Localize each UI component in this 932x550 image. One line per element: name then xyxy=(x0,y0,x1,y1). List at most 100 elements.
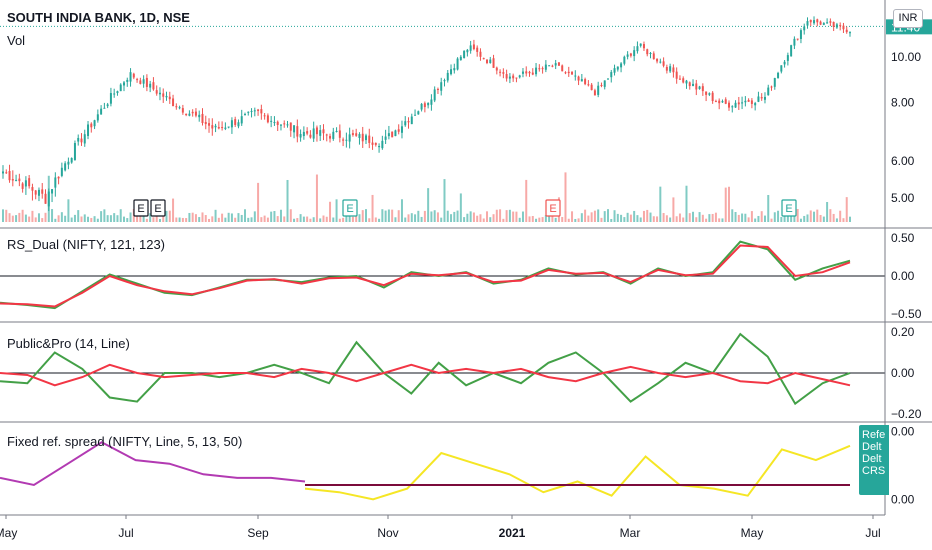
volume-bars xyxy=(2,172,851,222)
volume-bar xyxy=(54,218,57,222)
candle-body xyxy=(502,72,505,74)
legend-tag-line: Refe xyxy=(862,429,886,441)
public-pro-series-line xyxy=(0,332,851,406)
candle-body xyxy=(708,93,711,95)
candle-body xyxy=(315,127,318,135)
volume-bar xyxy=(472,212,475,222)
candle-body xyxy=(538,68,541,70)
volume-bar xyxy=(760,211,763,222)
volume-bar xyxy=(835,218,838,222)
candle-body xyxy=(796,38,799,40)
rs-dual-tick-label: 0.50 xyxy=(891,231,915,245)
candle-body xyxy=(436,88,439,90)
candle-body xyxy=(293,125,296,133)
candle-body xyxy=(652,53,655,60)
currency-badge[interactable]: INR xyxy=(893,9,923,28)
candle-body xyxy=(486,59,488,64)
candle-body xyxy=(665,67,668,71)
candle-body xyxy=(580,79,583,82)
earnings-marker-label: E xyxy=(549,203,556,215)
candle-body xyxy=(129,72,132,82)
volume-bar xyxy=(479,214,482,222)
volume-bar xyxy=(109,215,112,222)
candle-body xyxy=(221,127,224,129)
volume-bar xyxy=(335,199,338,222)
volume-bar xyxy=(564,172,567,222)
volume-label: Vol xyxy=(7,33,26,48)
volume-bar xyxy=(371,194,374,222)
volume-bar xyxy=(531,215,534,222)
candle-body xyxy=(194,111,197,116)
candle-body xyxy=(427,102,430,106)
volume-bar xyxy=(544,215,547,222)
volume-bar xyxy=(345,214,348,222)
x-tick-label: Sep xyxy=(247,526,269,540)
candle-body xyxy=(571,72,574,75)
candle-body xyxy=(639,43,642,46)
volume-bar xyxy=(28,216,31,222)
candle-body xyxy=(198,114,201,118)
candle-body xyxy=(15,179,18,181)
candle-body xyxy=(786,55,789,61)
fixed-spread-title: Fixed ref. spread (NIFTY, Line, 5, 13, 5… xyxy=(7,434,243,449)
volume-bar xyxy=(129,212,132,222)
candle-body xyxy=(188,113,191,116)
volume-bar xyxy=(541,217,544,222)
volume-bar xyxy=(646,209,649,222)
candle-body xyxy=(466,49,469,53)
candle-body xyxy=(276,121,279,125)
candle-body xyxy=(584,79,587,85)
candle-body xyxy=(119,84,122,92)
volume-bar xyxy=(378,218,381,222)
candle-body xyxy=(750,100,753,104)
candle-body xyxy=(87,124,90,136)
candle-body xyxy=(361,133,364,142)
volume-bar xyxy=(237,213,240,222)
candle-body xyxy=(234,119,237,125)
x-tick-label: Mar xyxy=(620,526,641,540)
candle-body xyxy=(469,45,472,51)
volume-bar xyxy=(806,214,809,222)
candle-body xyxy=(90,123,93,128)
volume-bar xyxy=(70,217,73,222)
volume-bar xyxy=(414,214,417,222)
volume-bar xyxy=(188,212,191,222)
indicator-lines xyxy=(0,240,885,501)
volume-bar xyxy=(551,214,554,222)
volume-bar xyxy=(168,210,171,222)
candle-body xyxy=(185,113,188,116)
volume-bar xyxy=(204,215,207,222)
volume-bar xyxy=(319,218,322,222)
volume-bar xyxy=(842,218,845,222)
volume-bar xyxy=(358,214,361,222)
candle-body xyxy=(407,121,410,123)
candle-body xyxy=(237,122,240,127)
volume-bar xyxy=(299,214,302,222)
candle-body xyxy=(116,91,119,94)
candle-body xyxy=(557,62,560,66)
candle-body xyxy=(433,89,436,101)
candle-body xyxy=(479,51,482,57)
volume-bar xyxy=(270,211,273,222)
candle-body xyxy=(18,178,21,182)
x-tick-label: 2021 xyxy=(499,526,526,540)
volume-bar xyxy=(505,210,508,222)
volume-bar xyxy=(83,214,86,222)
candle-body xyxy=(499,71,502,73)
volume-bar xyxy=(289,209,292,222)
volume-bar xyxy=(476,215,479,222)
candle-body xyxy=(270,120,273,122)
volume-bar xyxy=(423,210,426,222)
candle-body xyxy=(355,133,358,136)
volume-bar xyxy=(799,218,802,222)
candle-body xyxy=(31,187,34,191)
volume-bar xyxy=(780,216,783,222)
volume-bar xyxy=(302,216,305,222)
volume-bar xyxy=(296,218,299,222)
volume-bar xyxy=(93,216,96,222)
volume-bar xyxy=(394,217,397,222)
volume-bar xyxy=(849,216,851,222)
volume-bar xyxy=(391,209,394,222)
candle-body xyxy=(763,96,766,100)
candle-body xyxy=(329,136,332,139)
